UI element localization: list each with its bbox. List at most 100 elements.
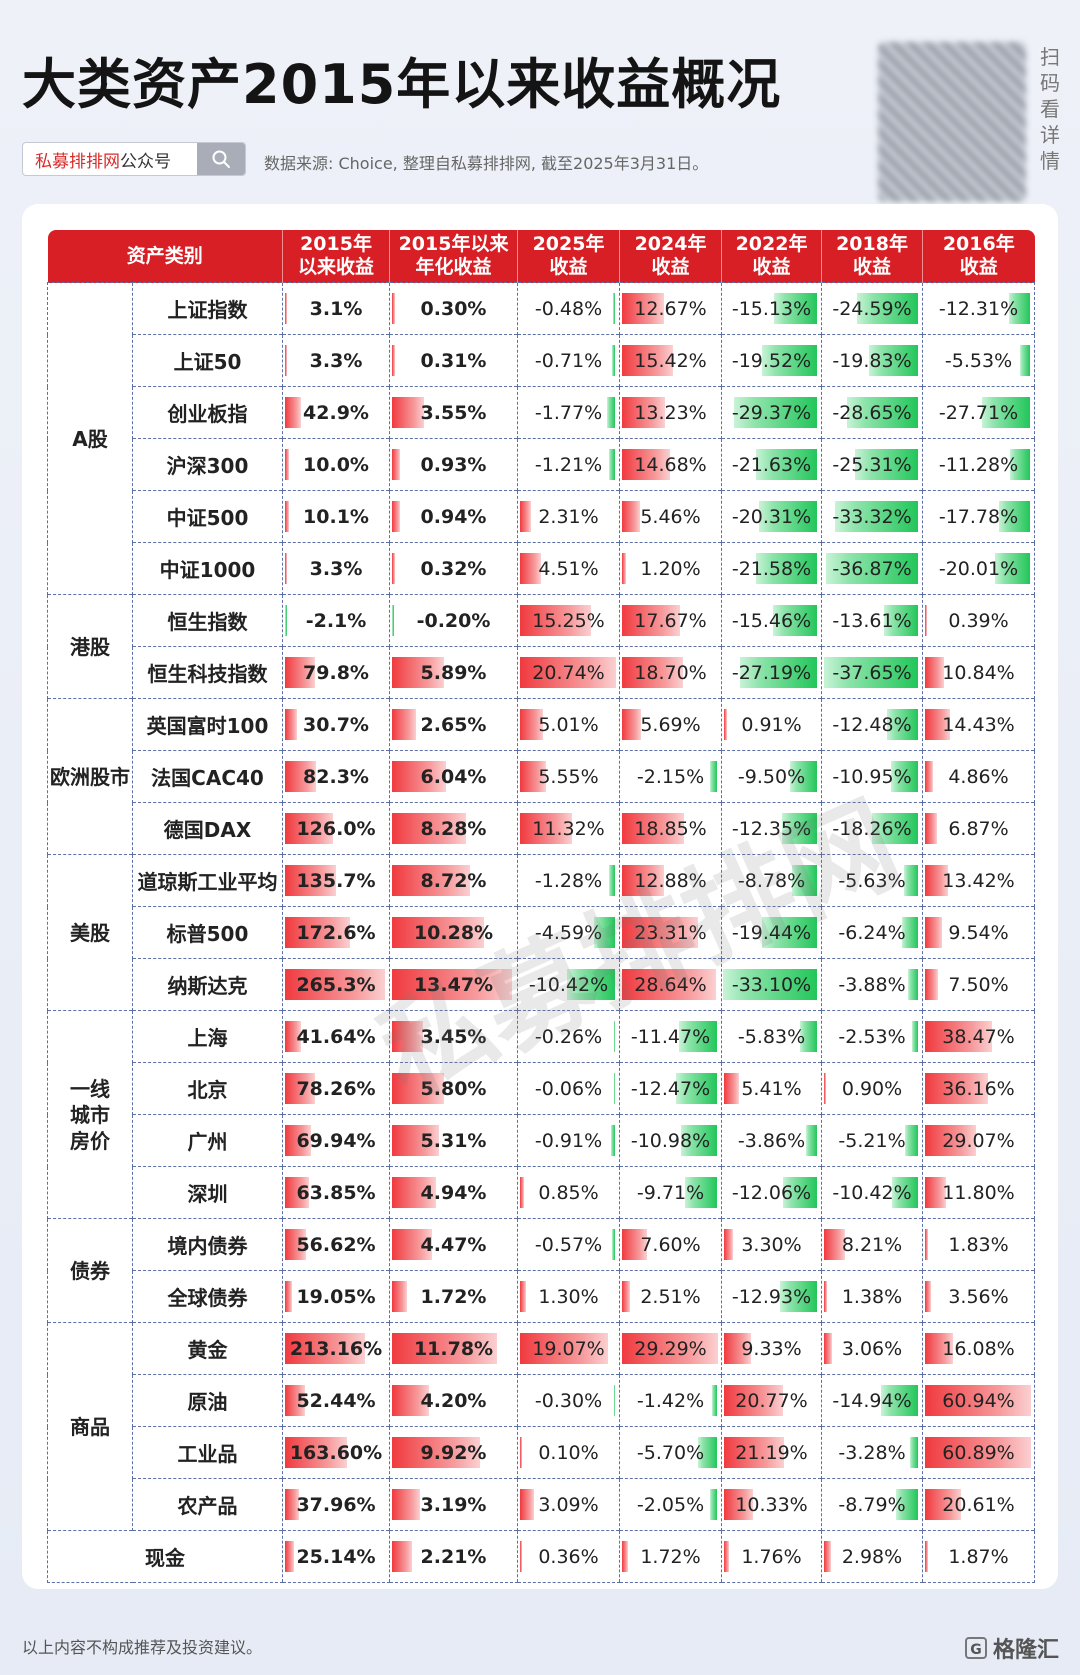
value-cell: 9.33% [721, 1322, 822, 1375]
value-label: 63.85% [296, 1181, 376, 1204]
value-cell: -24.59% [821, 282, 923, 335]
value-cell: -33.32% [821, 490, 923, 543]
value-bar [892, 1177, 919, 1208]
value-bar [755, 449, 818, 480]
value-bar [1010, 449, 1031, 480]
value-label: 29.07% [942, 1129, 1015, 1152]
value-bar [285, 813, 333, 844]
value-cell: 8.28% [389, 802, 518, 855]
value-label: -1.42% [636, 1389, 705, 1412]
value-label: -2.53% [838, 1025, 906, 1048]
value-label: 10.28% [413, 921, 494, 944]
value-bar [724, 709, 727, 740]
value-bar [925, 1021, 992, 1052]
value-cell: -5.53% [922, 334, 1036, 387]
value-bar [925, 1177, 946, 1208]
value-cell: -2.1% [282, 594, 390, 647]
asset-name: 工业品 [131, 1426, 283, 1479]
value-label: -1.77% [534, 401, 603, 424]
value-cell: 15.25% [517, 594, 620, 647]
value-cell: 4.94% [389, 1166, 518, 1219]
value-cell: 18.85% [619, 802, 722, 855]
value-bar [612, 1229, 616, 1260]
value-label: 0.93% [420, 453, 487, 476]
value-cell: 16.08% [922, 1322, 1036, 1375]
group-label: 欧洲股市 [47, 698, 133, 855]
value-bar [392, 1177, 437, 1208]
value-label: -1.28% [534, 869, 603, 892]
value-cell: 13.23% [619, 386, 722, 439]
value-bar [392, 501, 401, 532]
value-bar [392, 553, 395, 584]
value-label: 14.43% [942, 713, 1015, 736]
group-label: 港股 [47, 594, 133, 699]
value-bar [790, 761, 818, 792]
value-bar [622, 397, 666, 428]
value-bar [392, 1021, 423, 1052]
value-cell: -0.71% [517, 334, 620, 387]
value-bar [925, 1073, 988, 1104]
value-bar [285, 553, 287, 584]
value-label: -5.53% [944, 349, 1013, 372]
value-bar [520, 709, 544, 740]
value-label: 19.05% [296, 1285, 376, 1308]
value-cell: 2.51% [619, 1270, 722, 1323]
qr-code[interactable] [878, 42, 1026, 202]
value-cell: -5.63% [821, 854, 923, 907]
value-label: 25.14% [296, 1545, 376, 1568]
value-cell: -25.31% [821, 438, 923, 491]
value-cell: -12.31% [922, 282, 1036, 335]
value-bar [824, 1333, 832, 1364]
value-cell: -12.47% [619, 1062, 722, 1115]
value-cell: 0.93% [389, 438, 518, 491]
value-cell: 1.72% [619, 1530, 722, 1583]
value-label: -20.31% [731, 505, 812, 528]
value-label: 0.10% [538, 1441, 599, 1464]
value-bar [761, 917, 818, 948]
value-bar [520, 553, 541, 584]
value-cell: -0.26% [517, 1010, 620, 1063]
value-bar [854, 449, 919, 480]
value-bar [909, 1437, 919, 1468]
value-bar [392, 813, 466, 844]
header-asset-class: 资产类别 [47, 230, 284, 283]
value-bar [622, 709, 641, 740]
table-row: 商品 黄金 213.16% 11.78% 19.07% 29.29% 9.33% 3.06% 1… [47, 1322, 1036, 1531]
value-label: 37.96% [296, 1493, 376, 1516]
value-cell: 60.94% [922, 1374, 1036, 1427]
search-button[interactable] [197, 143, 245, 175]
value-cell: 3.1% [282, 282, 390, 335]
value-label: 38.47% [942, 1025, 1015, 1048]
brand-search-box[interactable]: 私募排排网公众号 [22, 142, 246, 176]
value-cell: 1.87% [922, 1530, 1036, 1583]
value-cell: -4.59% [517, 906, 620, 959]
table-row: 德国DAX 126.0% 8.28% 11.32% 18.85% -12.35% -18.2… [48, 802, 1036, 855]
value-cell: 63.85% [282, 1166, 390, 1219]
value-bar [925, 605, 927, 636]
value-bar [755, 553, 818, 584]
value-label: 3.09% [538, 1493, 599, 1516]
value-cell: -10.98% [619, 1114, 722, 1167]
value-bar [392, 1229, 432, 1260]
value-bar [622, 1229, 647, 1260]
value-label: 10.84% [942, 661, 1015, 684]
asset-name: 现金 [46, 1530, 283, 1583]
value-cell: 11.32% [517, 802, 620, 855]
value-label: 52.44% [296, 1389, 376, 1412]
table-row: 原油 52.44% 4.20% -0.30% -1.42% 20.77% -14.94% 60… [48, 1374, 1036, 1427]
value-label: -21.63% [731, 453, 812, 476]
value-bar [285, 1489, 300, 1520]
value-label: 0.32% [420, 557, 487, 580]
value-cell: 3.09% [517, 1478, 620, 1531]
value-bar [925, 1229, 929, 1260]
value-bar [520, 813, 573, 844]
value-label: 56.62% [296, 1233, 376, 1256]
value-cell: 3.3% [282, 542, 390, 595]
value-label: -12.93% [731, 1285, 812, 1308]
value-cell: 23.31% [619, 906, 722, 959]
value-cell: 19.07% [517, 1322, 620, 1375]
value-label: 0.36% [538, 1545, 599, 1568]
value-bar [392, 1333, 497, 1364]
table-row: 纳斯达克 265.3% 13.47% -10.42% 28.64% -33.10% -3.8… [48, 958, 1036, 1011]
value-label: 60.94% [942, 1389, 1015, 1412]
